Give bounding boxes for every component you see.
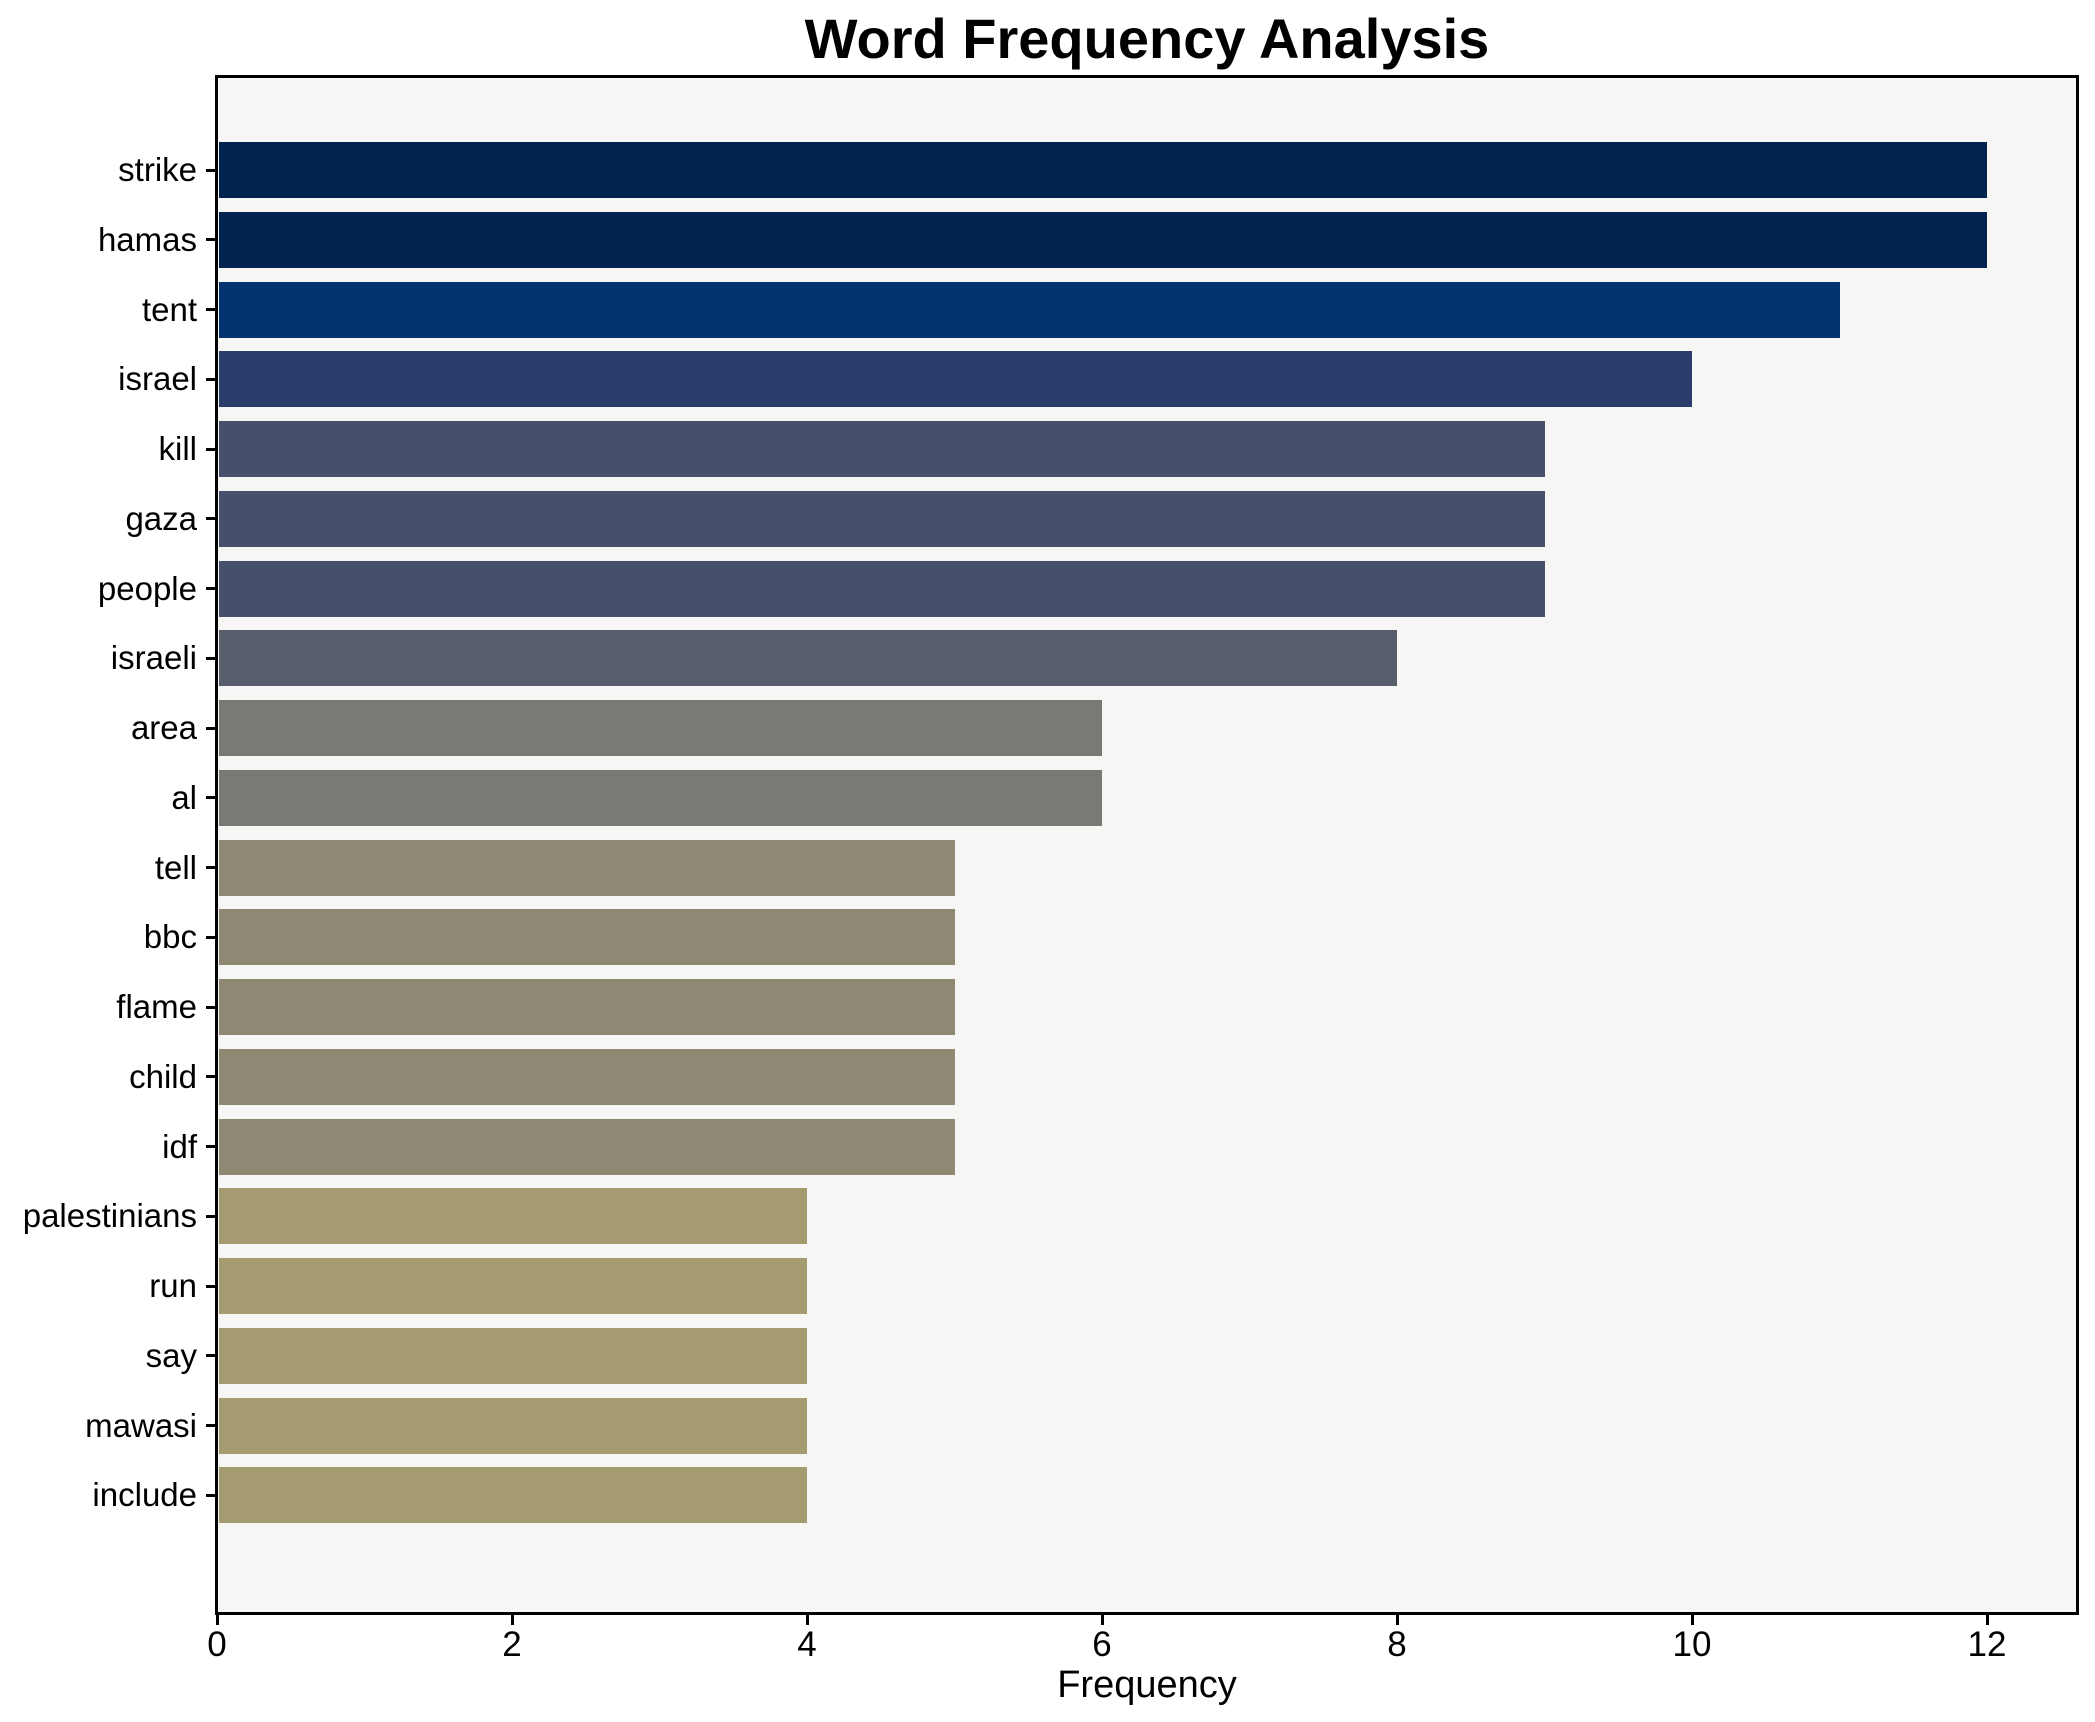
x-tick-mark-4 [805, 1613, 809, 1625]
x-tick-label-0: 0 [207, 1625, 227, 1664]
y-tick-mark-people [206, 587, 216, 590]
y-tick-label-tent: tent [141, 290, 197, 328]
x-tick-label-8: 8 [1387, 1625, 1407, 1664]
x-tick-label-12: 12 [1967, 1625, 2007, 1664]
y-tick-mark-include [206, 1493, 216, 1497]
x-tick-label-10: 10 [1672, 1625, 1712, 1664]
x-tick-label-2: 2 [502, 1625, 522, 1664]
y-tick-mark-flame [206, 1005, 216, 1009]
bar-run [219, 1258, 807, 1314]
y-tick-mark-area [206, 726, 216, 730]
y-tick-label-people: people [97, 569, 197, 607]
y-tick-label-include: include [92, 1476, 197, 1514]
bar-bbc [219, 909, 955, 966]
x-tick-mark-2 [510, 1613, 514, 1625]
y-tick-mark-al [206, 796, 216, 800]
bar-tent [219, 281, 1840, 338]
bar-people [219, 560, 1545, 617]
x-tick-mark-0 [215, 1613, 219, 1625]
bar-say [219, 1327, 807, 1384]
bar-area [219, 700, 1102, 756]
bar-strike [219, 142, 1987, 198]
y-tick-mark-say [206, 1354, 216, 1358]
y-tick-mark-palestinians [206, 1214, 216, 1218]
y-tick-mark-strike [206, 168, 216, 172]
bar-israel [219, 351, 1692, 408]
y-tick-mark-run [206, 1284, 216, 1288]
x-tick-mark-10 [1690, 1613, 1694, 1625]
y-tick-label-al: al [171, 778, 197, 816]
y-tick-label-israel: israel [118, 360, 197, 398]
y-tick-label-israeli: israeli [110, 639, 197, 677]
bar-hamas [219, 211, 1987, 268]
bar-tell [219, 839, 955, 896]
x-tick-mark-12 [1985, 1613, 1989, 1625]
x-tick-label-6: 6 [1092, 1625, 1112, 1664]
y-tick-mark-mawasi [206, 1424, 216, 1427]
bar-palestinians [219, 1188, 807, 1245]
y-tick-mark-israel [206, 377, 216, 381]
y-tick-mark-kill [206, 447, 216, 451]
y-tick-label-hamas: hamas [97, 220, 197, 258]
bar-kill [219, 421, 1545, 477]
x-axis-title: Frequency [1057, 1664, 1237, 1706]
y-tick-mark-child [206, 1075, 216, 1079]
y-tick-label-gaza: gaza [125, 499, 197, 537]
y-tick-mark-hamas [206, 238, 216, 242]
y-tick-label-bbc: bbc [143, 918, 197, 956]
bar-include [219, 1467, 807, 1524]
y-tick-mark-israeli [206, 656, 216, 660]
bar-flame [219, 979, 955, 1035]
x-tick-label-4: 4 [797, 1625, 817, 1664]
chart-title: Word Frequency Analysis [804, 7, 1490, 70]
y-tick-label-run: run [149, 1267, 197, 1304]
y-tick-mark-tell [206, 866, 216, 869]
bar-gaza [219, 490, 1545, 547]
x-tick-mark-8 [1395, 1613, 1399, 1625]
y-tick-label-tell: tell [154, 848, 197, 886]
y-tick-label-flame: flame [116, 988, 197, 1025]
y-tick-label-say: say [145, 1336, 197, 1374]
bar-child [219, 1048, 955, 1105]
y-tick-label-kill: kill [158, 430, 198, 467]
y-tick-mark-gaza [206, 517, 216, 521]
y-tick-label-mawasi: mawasi [85, 1406, 197, 1444]
y-tick-label-child: child [129, 1057, 197, 1095]
bar-idf [219, 1118, 955, 1175]
y-tick-label-area: area [130, 709, 197, 746]
bar-israeli [219, 630, 1397, 687]
bar-mawasi [219, 1397, 807, 1454]
y-tick-mark-tent [206, 308, 216, 311]
y-tick-mark-idf [206, 1145, 216, 1148]
y-tick-label-idf: idf [162, 1127, 197, 1165]
y-tick-mark-bbc [206, 935, 216, 939]
y-tick-label-strike: strike [118, 151, 197, 188]
y-tick-label-palestinians: palestinians [22, 1197, 197, 1235]
x-tick-mark-6 [1100, 1613, 1104, 1625]
bar-al [219, 769, 1102, 826]
